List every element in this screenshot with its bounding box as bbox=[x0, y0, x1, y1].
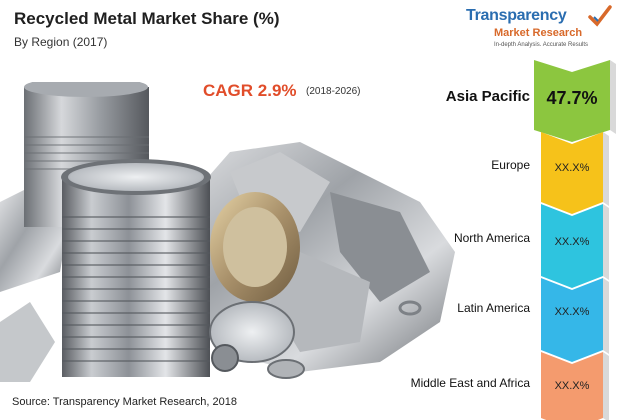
badge-shadow-asia-pacific bbox=[610, 60, 616, 134]
source-note: Source: Transparency Market Research, 20… bbox=[12, 396, 238, 408]
region-label-asia-pacific: Asia Pacific bbox=[445, 88, 530, 105]
region-value-asia-pacific: 47.7% bbox=[546, 88, 598, 108]
region-value-north-america: XX.X% bbox=[554, 236, 590, 248]
region-label-middle-east-africa: Middle East and Africa bbox=[410, 376, 530, 390]
badge-shadow-latin-america bbox=[603, 278, 609, 354]
region-label-europe: Europe bbox=[491, 158, 530, 172]
brand-logo: Transparency Market Research In-depth An… bbox=[466, 5, 616, 55]
logo-brand-line1: Transparency bbox=[466, 7, 567, 24]
region-value-middle-east-africa: XX.X% bbox=[554, 380, 590, 392]
badge-shadow-europe bbox=[603, 132, 609, 206]
cagr-label: CAGR 2.9% bbox=[203, 81, 297, 100]
region-label-north-america: North America bbox=[453, 231, 530, 245]
region-label-latin-america: Latin America bbox=[457, 301, 530, 315]
recycled-cans-photo bbox=[0, 82, 470, 382]
region-value-latin-america: XX.X% bbox=[554, 306, 590, 318]
badge-shadow-north-america bbox=[603, 204, 609, 280]
badge-shadow-middle-east-africa bbox=[603, 352, 609, 420]
checkmark-icon bbox=[588, 5, 612, 27]
logo-brand-line2: Market Research bbox=[494, 27, 583, 39]
chart-title: Recycled Metal Market Share (%) bbox=[14, 9, 280, 28]
badge-segment-latin-america bbox=[541, 278, 603, 362]
cagr-years: (2018-2026) bbox=[306, 86, 361, 97]
region-value-europe: XX.X% bbox=[554, 162, 590, 174]
chart-subtitle: By Region (2017) bbox=[14, 35, 108, 49]
logo-tagline: In-depth Analysis. Accurate Results bbox=[494, 42, 589, 48]
